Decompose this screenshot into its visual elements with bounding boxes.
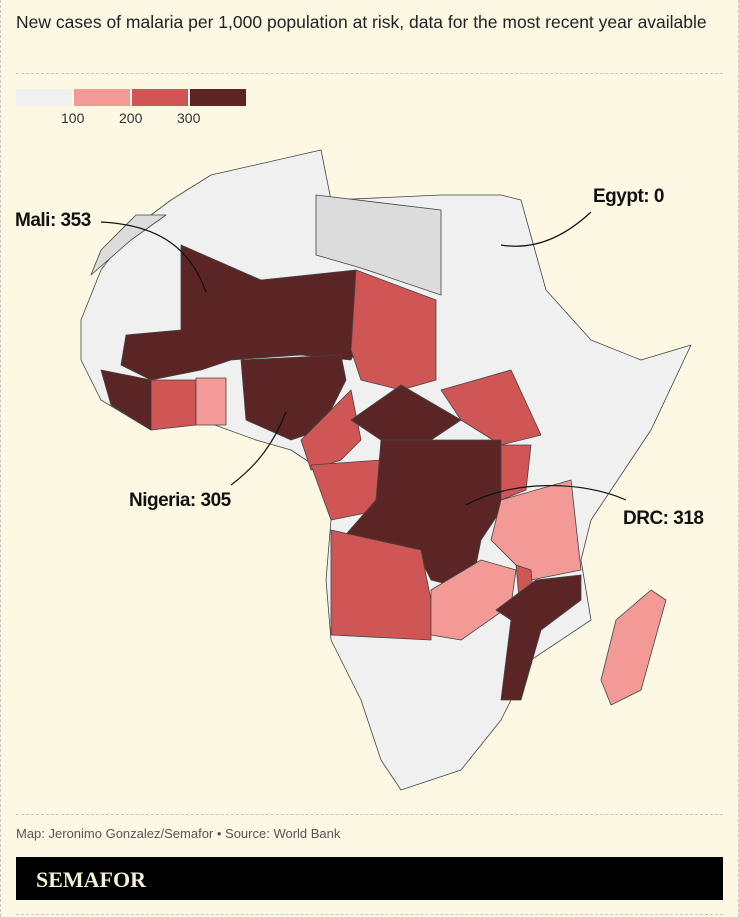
annotation-drc: DRC: 318 (623, 508, 704, 529)
drc-arrow (465, 485, 627, 506)
annotation-mali: Mali: 353 (15, 210, 91, 231)
region-liberia (100, 369, 152, 431)
footer-band: SEMAFOR (16, 857, 723, 900)
legend-swatch-3 (190, 89, 246, 106)
region-ghana (195, 377, 227, 426)
region-madagascar (600, 589, 667, 706)
mali-arrow (100, 221, 207, 293)
region-south-sudan (440, 369, 542, 446)
annotation-egypt: Egypt: 0 (593, 186, 664, 207)
region-tanzania (490, 479, 582, 581)
legend-tick: 100 (61, 110, 85, 126)
legend-tick: 300 (177, 110, 201, 126)
legend-tick: 200 (119, 110, 143, 126)
region-mozambique (495, 574, 582, 701)
legend-swatch-2 (132, 89, 188, 106)
semafor-logo: SEMAFOR (36, 867, 146, 892)
divider (16, 914, 723, 915)
region-western-sahara (90, 214, 167, 276)
divider (16, 814, 723, 815)
region-ivory-coast (150, 379, 197, 431)
legend-swatch-0 (16, 89, 72, 106)
nigeria-arrow (230, 411, 287, 486)
region-uganda (500, 444, 532, 501)
legend (16, 89, 246, 106)
annotation-nigeria: Nigeria: 305 (129, 490, 231, 511)
region-cameroon (300, 389, 362, 471)
region-car (350, 384, 462, 441)
region-libya (315, 194, 442, 296)
chart-title: New cases of malaria per 1,000 populatio… (16, 12, 707, 32)
legend-swatch-1 (74, 89, 130, 106)
divider (16, 73, 723, 74)
credit: Map: Jeronimo Gonzalez/Semafor • Source:… (16, 826, 341, 841)
egypt-arrow (500, 211, 592, 247)
